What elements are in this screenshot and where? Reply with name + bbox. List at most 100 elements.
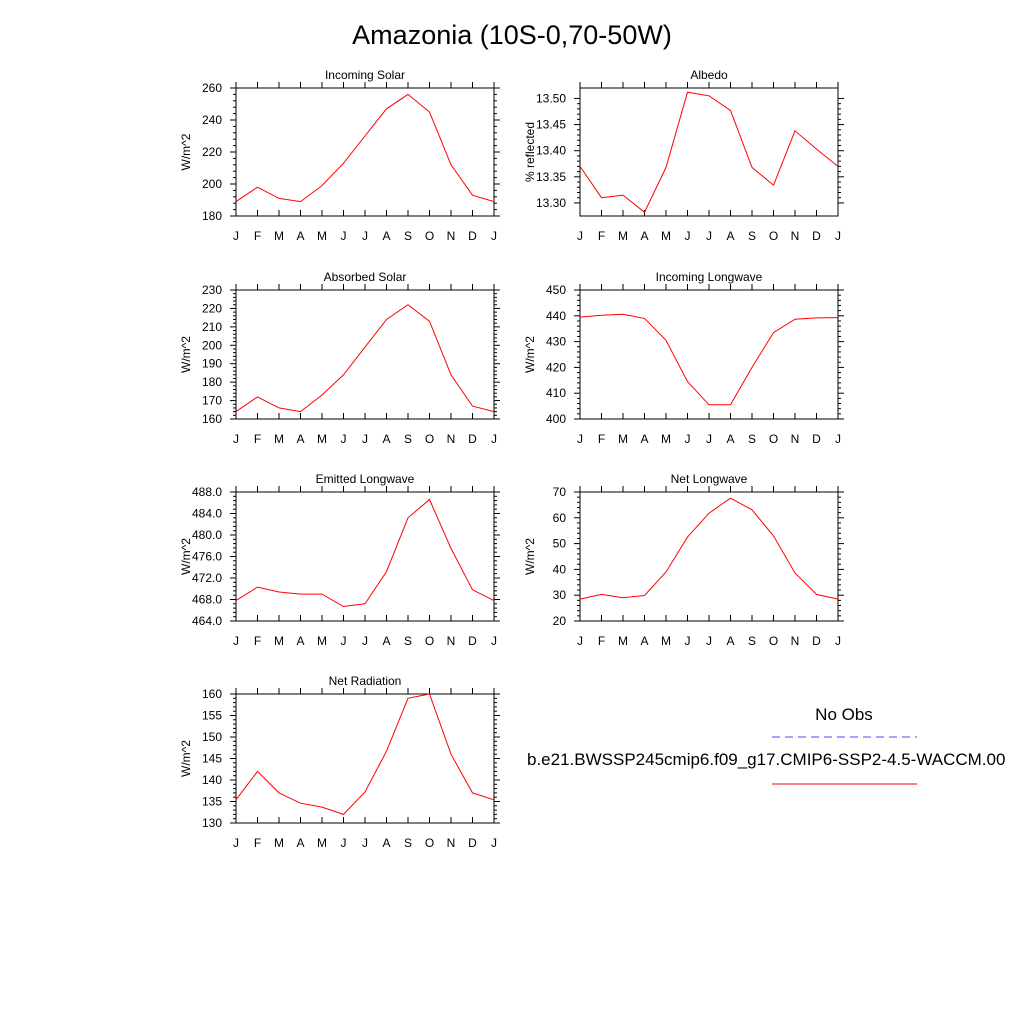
y-tick-label: 20 [553,614,567,628]
x-tick-label: J [341,432,347,446]
y-axis-label: W/m^2 [179,740,193,777]
x-tick-label: S [404,229,412,243]
x-tick-label: S [748,432,756,446]
y-tick-label: 130 [202,816,222,830]
panel-title: Net Radiation [329,674,402,688]
y-tick-label: 30 [553,588,567,602]
x-tick-label: J [491,836,497,850]
y-tick-label: 180 [202,375,222,389]
y-tick-label: 230 [202,283,222,297]
x-tick-label: A [296,229,304,243]
x-tick-label: J [685,432,691,446]
y-tick-label: 180 [202,209,222,223]
y-tick-label: 488.0 [192,485,222,499]
x-tick-label: F [254,836,261,850]
y-tick-label: 240 [202,113,222,127]
y-tick-label: 40 [553,562,567,576]
x-tick-label: N [447,634,456,648]
panel-title: Emitted Longwave [316,472,415,486]
x-tick-label: M [317,229,327,243]
panel-title: Absorbed Solar [324,270,407,284]
x-tick-label: M [618,634,628,648]
x-tick-label: A [382,229,390,243]
panel-title: Net Longwave [671,472,748,486]
x-tick-label: J [491,432,497,446]
x-tick-label: S [404,432,412,446]
x-tick-label: O [769,634,778,648]
x-tick-label: D [812,432,821,446]
panel-title: Albedo [690,68,728,82]
y-tick-label: 170 [202,394,222,408]
x-tick-label: A [296,634,304,648]
x-tick-label: F [598,432,605,446]
x-tick-label: D [468,432,477,446]
y-tick-label: 145 [202,752,222,766]
x-tick-label: A [640,432,648,446]
x-tick-label: D [468,634,477,648]
x-tick-label: J [233,836,239,850]
x-tick-label: S [404,836,412,850]
x-tick-label: M [317,634,327,648]
series-line [579,497,839,600]
plot-frame [235,693,495,824]
y-tick-label: 420 [546,360,566,374]
y-tick-label: 70 [553,485,567,499]
y-tick-label: 260 [202,81,222,95]
x-tick-label: J [233,432,239,446]
y-tick-label: 400 [546,412,566,426]
y-tick-label: 13.30 [536,196,566,210]
x-tick-label: J [835,229,841,243]
y-tick-label: 200 [202,177,222,191]
x-tick-label: N [447,836,456,850]
y-tick-label: 150 [202,730,222,744]
x-tick-label: J [233,634,239,648]
x-tick-label: S [748,229,756,243]
x-tick-label: M [274,634,284,648]
x-tick-label: O [769,432,778,446]
y-tick-label: 440 [546,309,566,323]
x-tick-label: A [726,432,734,446]
x-tick-label: O [769,229,778,243]
y-axis-label: % reflected [523,122,537,182]
x-tick-label: J [577,229,583,243]
y-tick-label: 464.0 [192,614,222,628]
y-tick-label: 480.0 [192,528,222,542]
y-tick-label: 135 [202,795,222,809]
y-tick-label: 160 [202,687,222,701]
x-tick-label: D [812,634,821,648]
x-tick-label: A [296,836,304,850]
x-tick-label: O [425,229,434,243]
y-tick-label: 476.0 [192,550,222,564]
x-tick-label: S [748,634,756,648]
x-tick-label: J [685,229,691,243]
x-tick-label: J [341,229,347,243]
x-tick-label: N [447,229,456,243]
y-tick-label: 430 [546,335,566,349]
x-tick-label: N [791,634,800,648]
x-tick-label: J [835,634,841,648]
x-tick-label: J [706,229,712,243]
series-line [235,304,495,413]
x-tick-label: J [491,229,497,243]
x-tick-label: J [362,634,368,648]
x-tick-label: O [425,432,434,446]
x-tick-label: J [835,432,841,446]
x-tick-label: A [296,432,304,446]
x-tick-label: M [661,229,671,243]
x-tick-label: J [706,634,712,648]
x-tick-label: J [491,634,497,648]
y-tick-label: 155 [202,709,222,723]
x-tick-label: J [362,229,368,243]
x-tick-label: A [640,229,648,243]
x-tick-label: J [577,634,583,648]
y-tick-label: 220 [202,301,222,315]
y-tick-label: 468.0 [192,593,222,607]
x-tick-label: F [598,634,605,648]
y-tick-label: 140 [202,773,222,787]
series-line [579,313,839,406]
panel-title: Incoming Longwave [656,270,763,284]
